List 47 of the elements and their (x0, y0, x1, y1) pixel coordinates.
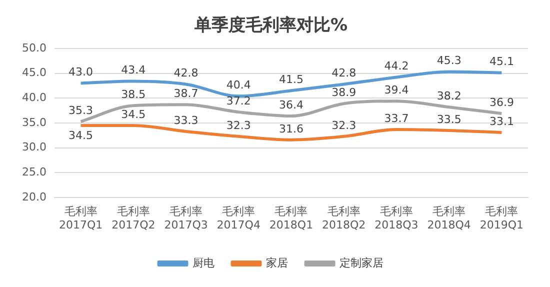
data-label: 38.9 (332, 86, 356, 99)
x-tick-label: 毛利率 2018Q4 (427, 205, 471, 232)
data-label: 36.9 (489, 96, 514, 109)
data-label: 38.2 (436, 89, 462, 102)
chart-title: 单季度毛利率对比% (193, 16, 348, 36)
y-tick-label: 50.0 (22, 41, 46, 54)
data-label: 35.3 (68, 104, 94, 117)
data-label: 33.7 (384, 112, 409, 125)
x-tick-label: 毛利率 2017Q4 (216, 205, 260, 232)
legend-label: 定制家居 (339, 256, 384, 270)
data-label: 33.5 (436, 112, 462, 126)
data-label: 32.3 (332, 118, 356, 132)
data-label: 33.1 (489, 114, 514, 128)
legend-label: 厨电 (192, 256, 214, 270)
data-label: 34.5 (68, 128, 94, 142)
data-label: 45.3 (436, 54, 462, 68)
data-label: 38.5 (121, 88, 146, 101)
data-label: 40.4 (226, 78, 251, 92)
data-label: 41.5 (278, 73, 304, 86)
data-label: 37.2 (226, 94, 251, 108)
y-tick-label: 30.0 (22, 140, 46, 154)
data-label: 42.8 (174, 66, 198, 80)
legend-label: 家居 (266, 256, 288, 270)
x-tick-label: 毛利率 2018Q2 (322, 205, 366, 232)
x-tick-label: 毛利率 2018Q3 (374, 205, 418, 232)
data-label: 43.0 (68, 66, 94, 79)
data-label: 45.1 (489, 55, 514, 68)
x-tick-label: 毛利率 2019Q1 (480, 205, 524, 232)
data-label: 38.7 (174, 86, 198, 100)
x-tick-label: 毛利率 2017Q3 (164, 205, 208, 232)
data-label: 44.2 (384, 60, 409, 73)
x-tick-label: 毛利率 2017Q2 (112, 205, 156, 232)
y-tick-label: 35.0 (22, 116, 46, 129)
y-tick-label: 25.0 (22, 166, 46, 179)
data-label: 31.6 (278, 122, 304, 136)
data-label: 33.3 (174, 114, 198, 127)
data-label: 34.5 (121, 108, 146, 121)
x-tick-label: 毛利率 2017Q1 (58, 205, 103, 232)
data-label: 42.8 (332, 66, 356, 80)
data-label: 36.4 (278, 98, 304, 112)
data-label: 39.4 (384, 83, 409, 96)
y-tick-label: 20.0 (22, 190, 46, 204)
y-tick-label: 40.0 (22, 90, 46, 104)
x-tick-label: 毛利率 2018Q1 (269, 205, 314, 232)
data-label: 32.3 (226, 118, 251, 132)
y-tick-label: 45.0 (22, 66, 46, 80)
data-label: 43.4 (121, 64, 146, 77)
